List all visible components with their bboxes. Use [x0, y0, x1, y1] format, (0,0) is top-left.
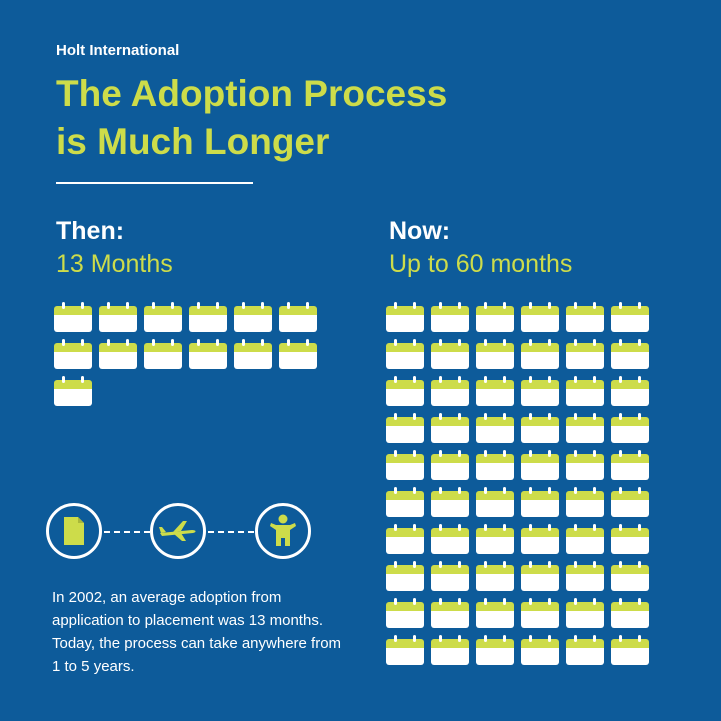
- calendar-icon: [566, 376, 604, 406]
- calendar-icon: [386, 302, 424, 332]
- calendar-icon: [386, 561, 424, 591]
- calendar-icon: [476, 598, 514, 628]
- calendar-icon: [521, 524, 559, 554]
- title-line-1: The Adoption Process: [56, 73, 448, 114]
- title-divider: [56, 182, 253, 184]
- calendar-icon: [521, 413, 559, 443]
- calendar-icon: [386, 376, 424, 406]
- calendar-icon: [611, 635, 649, 665]
- calendar-icon: [566, 635, 604, 665]
- calendar-icon: [431, 339, 469, 369]
- calendar-icon: [431, 598, 469, 628]
- calendar-icon: [431, 376, 469, 406]
- step-placement: [255, 503, 311, 559]
- calendar-icon: [566, 450, 604, 480]
- calendar-icon: [189, 302, 227, 332]
- calendar-icon: [611, 413, 649, 443]
- calendar-icon: [521, 561, 559, 591]
- airplane-icon: [159, 521, 196, 541]
- calendar-icon: [386, 635, 424, 665]
- calendar-icon: [431, 487, 469, 517]
- calendar-icon: [521, 487, 559, 517]
- calendar-icon: [611, 450, 649, 480]
- calendar-icon: [476, 302, 514, 332]
- calendar-icon: [566, 524, 604, 554]
- child-icon: [270, 514, 296, 546]
- calendar-icon: [611, 487, 649, 517]
- calendar-icon: [386, 524, 424, 554]
- calendar-icon: [431, 635, 469, 665]
- calendar-icon: [54, 376, 92, 406]
- calendar-icon: [476, 450, 514, 480]
- brand-name: Holt International: [56, 42, 180, 59]
- calendar-icon: [521, 376, 559, 406]
- calendar-icon: [431, 413, 469, 443]
- calendar-icon: [386, 339, 424, 369]
- calendar-icon: [521, 450, 559, 480]
- now-heading: Now:: [389, 217, 451, 245]
- calendar-icon: [521, 302, 559, 332]
- calendar-icon: [279, 339, 317, 369]
- calendar-icon: [476, 524, 514, 554]
- calendar-icon: [476, 413, 514, 443]
- calendar-icon: [144, 339, 182, 369]
- calendar-icon: [521, 598, 559, 628]
- calendar-icon: [476, 487, 514, 517]
- calendar-icon: [386, 450, 424, 480]
- then-heading: Then:: [56, 217, 125, 245]
- calendar-icon: [476, 561, 514, 591]
- then-calendar-grid: [54, 302, 317, 406]
- calendar-icon: [431, 561, 469, 591]
- calendar-icon: [611, 524, 649, 554]
- step-application: [46, 503, 102, 559]
- step-connector-2: [208, 531, 254, 533]
- page-title: The Adoption Process is Much Longer: [56, 70, 656, 166]
- calendar-icon: [279, 302, 317, 332]
- calendar-icon: [144, 302, 182, 332]
- calendar-icon: [521, 339, 559, 369]
- step-connector-1: [104, 531, 150, 533]
- calendar-icon: [234, 302, 272, 332]
- calendar-icon: [611, 339, 649, 369]
- calendar-icon: [99, 339, 137, 369]
- calendar-icon: [566, 487, 604, 517]
- step-travel: [150, 503, 206, 559]
- calendar-icon: [476, 635, 514, 665]
- calendar-icon: [386, 598, 424, 628]
- calendar-icon: [611, 302, 649, 332]
- calendar-icon: [476, 376, 514, 406]
- then-subheading: 13 Months: [56, 250, 173, 278]
- calendar-icon: [611, 376, 649, 406]
- calendar-icon: [54, 302, 92, 332]
- calendar-icon: [476, 339, 514, 369]
- description-text: In 2002, an average adoption from applic…: [52, 589, 342, 675]
- calendar-icon: [431, 450, 469, 480]
- calendar-icon: [521, 635, 559, 665]
- calendar-icon: [566, 598, 604, 628]
- calendar-icon: [611, 598, 649, 628]
- calendar-icon: [234, 339, 272, 369]
- calendar-icon: [189, 339, 227, 369]
- calendar-icon: [431, 524, 469, 554]
- calendar-icon: [566, 339, 604, 369]
- calendar-icon: [566, 413, 604, 443]
- now-calendar-grid: [386, 302, 649, 665]
- calendar-icon: [431, 302, 469, 332]
- document-icon: [64, 517, 84, 545]
- calendar-icon: [386, 413, 424, 443]
- calendar-icon: [566, 302, 604, 332]
- calendar-icon: [566, 561, 604, 591]
- now-subheading: Up to 60 months: [389, 250, 573, 278]
- calendar-icon: [99, 302, 137, 332]
- calendar-icon: [54, 339, 92, 369]
- calendar-icon: [386, 487, 424, 517]
- calendar-icon: [611, 561, 649, 591]
- title-line-2: is Much Longer: [56, 121, 330, 162]
